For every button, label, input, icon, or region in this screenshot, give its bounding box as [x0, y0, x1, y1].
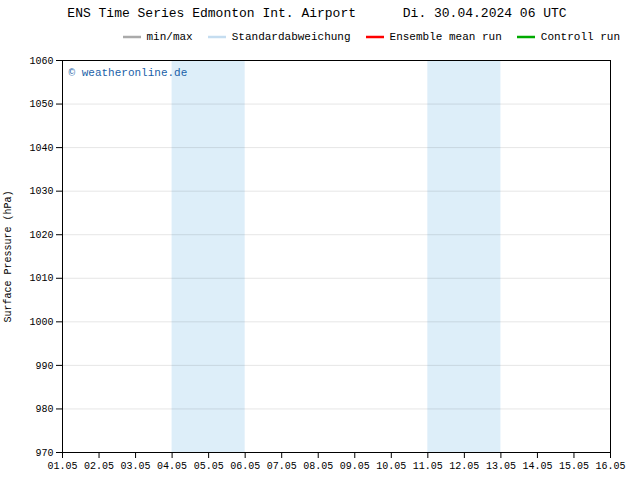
svg-text:1020: 1020	[29, 230, 53, 241]
svg-text:09.05: 09.05	[340, 461, 370, 472]
svg-text:990: 990	[35, 361, 53, 372]
svg-text:1060: 1060	[29, 56, 53, 67]
svg-text:07.05: 07.05	[267, 461, 297, 472]
svg-text:10.05: 10.05	[376, 461, 406, 472]
svg-text:1050: 1050	[29, 99, 53, 110]
svg-text:11.05: 11.05	[413, 461, 443, 472]
svg-text:08.05: 08.05	[303, 461, 333, 472]
svg-text:16.05: 16.05	[595, 461, 625, 472]
svg-text:14.05: 14.05	[522, 461, 552, 472]
html-text:Standardabweichung: Standardabweichung	[231, 31, 351, 43]
svg-text:03.05: 03.05	[121, 461, 151, 472]
svg-text:1030: 1030	[29, 186, 53, 197]
svg-text:980: 980	[35, 404, 53, 415]
svg-text:04.05: 04.05	[157, 461, 187, 472]
svg-text:1040: 1040	[29, 143, 53, 154]
svg-text:02.05: 02.05	[84, 461, 114, 472]
svg-text:06.05: 06.05	[230, 461, 260, 472]
svg-text:970: 970	[35, 448, 53, 459]
svg-text:05.05: 05.05	[194, 461, 224, 472]
svg-text:1010: 1010	[29, 273, 53, 284]
svg-text:© weatheronline.de: © weatheronline.de	[69, 67, 188, 79]
svg-text:1000: 1000	[29, 317, 53, 328]
html-text:ENS Time Series Edmonton Int.: ENS Time Series Edmonton Int. Airport Di…	[67, 6, 567, 21]
html-text:Controll run: Controll run	[540, 31, 620, 43]
svg-text:Surface Pressure (hPa): Surface Pressure (hPa)	[3, 190, 14, 322]
svg-text:15.05: 15.05	[559, 461, 589, 472]
svg-text:13.05: 13.05	[486, 461, 516, 472]
html-text:Ensemble mean run: Ensemble mean run	[389, 31, 502, 43]
html-text:min/max: min/max	[146, 31, 193, 43]
svg-text:01.05: 01.05	[47, 461, 77, 472]
svg-text:12.05: 12.05	[449, 461, 479, 472]
